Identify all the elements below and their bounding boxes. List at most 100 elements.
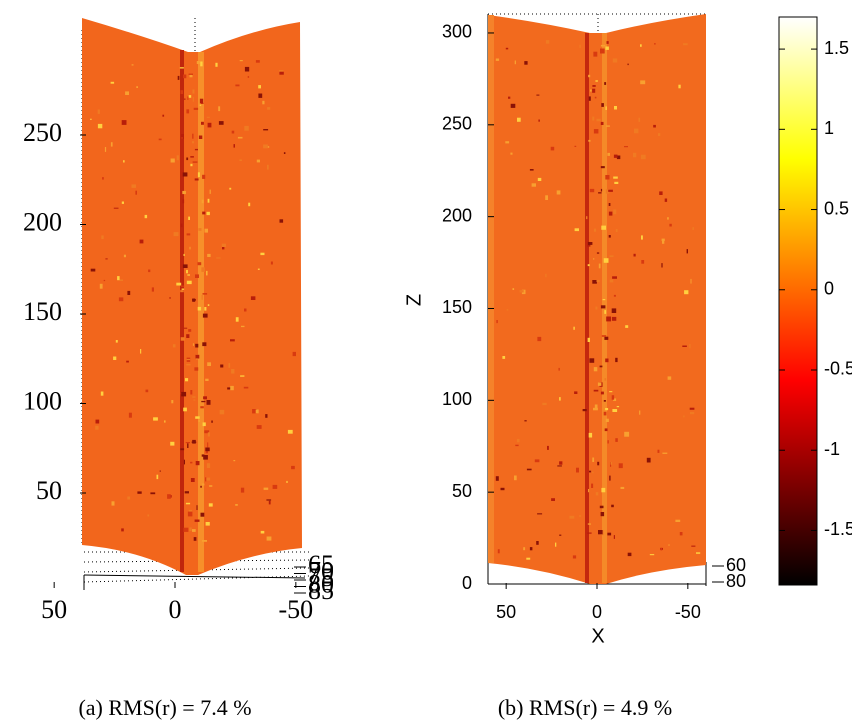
texture-spot (135, 190, 137, 195)
texture-spot (203, 455, 208, 460)
texture-spot (659, 191, 663, 195)
texture-spot (592, 471, 594, 474)
texture-spot (215, 62, 218, 67)
texture-spot (625, 325, 629, 328)
texture-spot (550, 146, 555, 151)
texture-spot (609, 475, 611, 481)
texture-spot (235, 317, 239, 322)
texture-spot (90, 118, 92, 120)
texture-spot (615, 229, 618, 232)
texture-spot (228, 363, 231, 368)
texture-spot (596, 118, 601, 122)
texture-spot (510, 152, 513, 155)
texture-spot (200, 406, 204, 409)
texture-spot (227, 387, 232, 390)
texture-spot (183, 459, 185, 465)
texture-spot (506, 309, 509, 311)
colorbar-tick-label: 0 (824, 279, 834, 299)
texture-spot (615, 438, 618, 442)
texture-spot (192, 396, 196, 398)
texture-spot (230, 385, 234, 391)
texture-spot (514, 60, 516, 65)
texture-spot (268, 500, 271, 505)
texture-spot (221, 243, 226, 247)
texture-spot (267, 164, 269, 170)
texture-spot (192, 343, 194, 346)
texture-spot (197, 306, 202, 311)
texture-spot (235, 504, 238, 506)
texture-spot (196, 505, 198, 510)
texture-spot (185, 502, 191, 505)
texture-spot (243, 386, 249, 389)
texture-spot (244, 125, 249, 131)
ridge-stripe (585, 33, 589, 583)
texture-spot (256, 159, 260, 163)
texture-spot (121, 528, 124, 532)
texture-spot (180, 448, 185, 451)
texture-spot (184, 491, 189, 494)
texture-spot (497, 549, 500, 554)
texture-spot (123, 160, 125, 163)
texture-spot (517, 117, 521, 122)
texture-spot (524, 420, 527, 422)
texture-spot (603, 258, 609, 263)
texture-spot (573, 326, 575, 330)
texture-spot (559, 397, 561, 401)
texture-spot (233, 460, 236, 462)
texture-spot (512, 288, 515, 290)
texture-spot (95, 419, 100, 424)
z-tick-label: 200 (23, 207, 62, 236)
texture-spot (145, 389, 149, 393)
texture-spot (190, 461, 193, 464)
texture-spot (252, 409, 257, 414)
texture-spot (240, 375, 245, 377)
texture-spot (682, 345, 687, 347)
z-tick-label: 0 (462, 573, 472, 593)
texture-spot (596, 279, 600, 282)
texture-spot (595, 306, 598, 310)
texture-spot (283, 152, 286, 154)
texture-spot (592, 280, 597, 284)
texture-spot (638, 117, 641, 122)
texture-spot (180, 285, 185, 288)
texture-spot (692, 227, 694, 230)
texture-spot (240, 487, 245, 493)
texture-spot (286, 480, 288, 483)
texture-spot (634, 128, 639, 134)
texture-spot (531, 183, 536, 187)
texture-spot (206, 116, 210, 118)
texture-spot (181, 391, 187, 397)
texture-spot (529, 169, 534, 171)
texture-spot (615, 357, 618, 363)
texture-spot (205, 450, 208, 454)
texture-spot (292, 351, 296, 357)
texture-spot (206, 400, 211, 405)
z-tick-label: 150 (442, 297, 472, 317)
texture-spot (180, 223, 183, 228)
texture-spot (207, 198, 210, 203)
texture-spot (624, 431, 630, 437)
texture-spot (579, 44, 581, 48)
texture-spot (593, 389, 599, 392)
texture-spot (190, 478, 195, 482)
texture-spot (110, 81, 115, 84)
z-tick-label: 200 (442, 205, 472, 225)
texture-spot (256, 425, 262, 429)
texture-spot (605, 106, 607, 110)
texture-spot (266, 499, 272, 501)
texture-spot (601, 487, 606, 493)
texture-spot (186, 359, 191, 361)
texture-spot (267, 107, 271, 110)
texture-spot (556, 190, 561, 195)
texture-spot (258, 93, 263, 98)
texture-spot (185, 378, 189, 382)
texture-spot (551, 498, 555, 501)
texture-spot (559, 534, 562, 536)
texture-spot (187, 511, 193, 517)
texture-spot (609, 255, 614, 258)
texture-spot (189, 527, 192, 531)
texture-spot (188, 329, 192, 332)
texture-spot (593, 129, 599, 134)
texture-spot (186, 334, 190, 338)
texture-spot (639, 410, 641, 415)
